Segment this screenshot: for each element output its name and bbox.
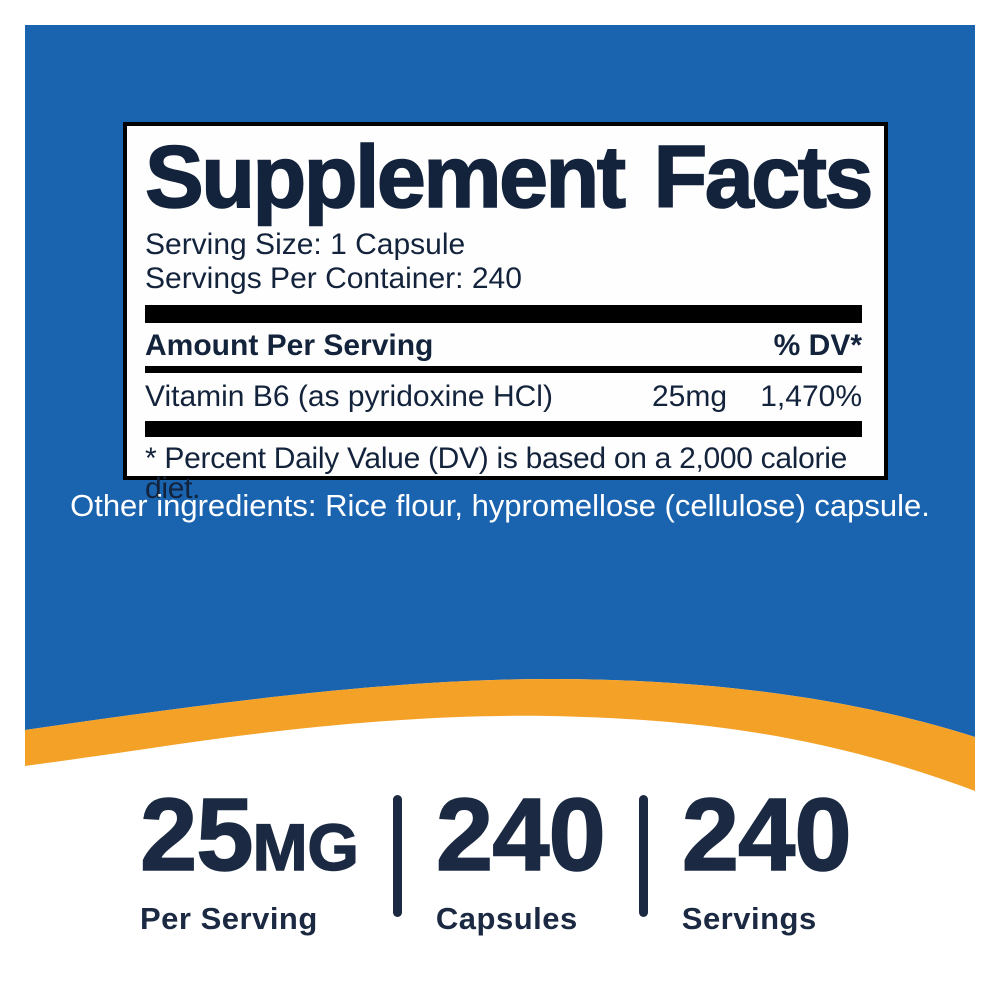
stat-label-per-serving: Per Serving: [140, 901, 318, 936]
orange-wave-shape: [25, 679, 975, 791]
stat-column-servings: 240 Servings: [681, 782, 852, 936]
column-header-row: Amount Per Serving % DV*: [145, 329, 862, 363]
stat-number-text: 240: [681, 777, 852, 892]
nutrient-row: Vitamin B6 (as pyridoxine HCl) 25mg 1,47…: [145, 382, 862, 412]
nutrient-amount: 25mg: [651, 380, 727, 413]
stat-number-text: 25: [139, 777, 254, 892]
stats-section: 25MG Per Serving 240 Capsules 240 Servin…: [139, 782, 852, 936]
serving-size-line: Serving Size: 1 Capsule: [145, 228, 466, 261]
thick-divider-bar-bottom: [145, 421, 862, 437]
other-ingredients-text: Other ingredients: Rice flour, hypromell…: [70, 488, 930, 523]
stat-value-per-serving: 25MG: [139, 782, 360, 889]
stat-unit-text: MG: [252, 809, 360, 885]
stat-column-capsules: 240 Capsules: [435, 782, 606, 936]
stat-label-capsules: Capsules: [435, 901, 578, 936]
supplement-facts-panel: Supplement Facts Serving Size: 1 Capsule…: [123, 122, 888, 504]
nutrient-name: Vitamin B6 (as pyridoxine HCl): [145, 380, 553, 413]
nutrient-dv-value: 1,470%: [760, 380, 862, 413]
stat-column-per-serving: 25MG Per Serving: [139, 782, 360, 936]
percent-dv-header: % DV*: [773, 329, 862, 362]
serving-info: Serving Size: 1 Capsule Servings Per Con…: [145, 228, 862, 296]
dv-footnote: * Percent Daily Value (DV) is based on a…: [145, 442, 847, 505]
stat-number-text: 240: [435, 777, 606, 892]
stat-value-capsules: 240: [435, 782, 606, 889]
stat-divider-bar-1: [392, 795, 402, 917]
thin-divider-bar: [145, 366, 862, 373]
stat-value-servings: 240: [681, 782, 852, 889]
stat-label-servings: Servings: [681, 901, 817, 936]
stat-divider-bar-2: [638, 795, 648, 917]
amount-per-serving-header: Amount Per Serving: [145, 329, 434, 362]
servings-per-container-line: Servings Per Container: 240: [145, 262, 522, 295]
thick-divider-bar-top: [145, 305, 862, 323]
panel-title: Supplement Facts: [144, 127, 874, 226]
